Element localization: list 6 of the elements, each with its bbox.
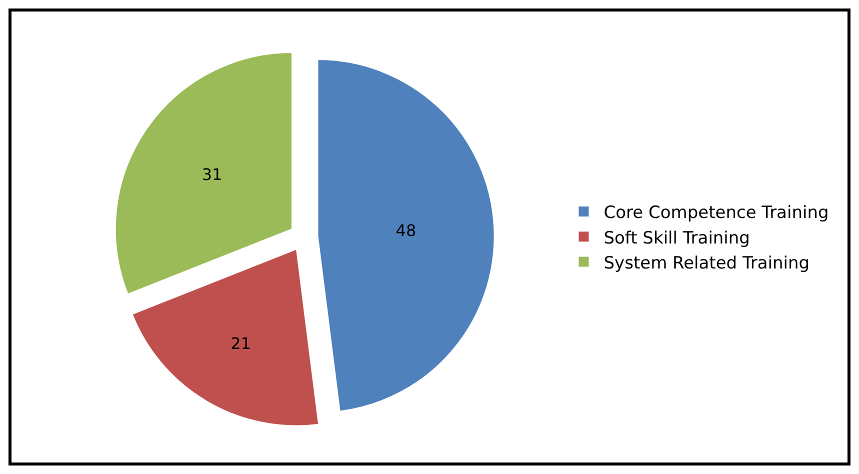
data-label: 48 [396, 221, 416, 240]
legend-label: Soft Skill Training [604, 228, 750, 248]
data-label: 21 [230, 334, 251, 353]
data-label: 31 [202, 165, 222, 184]
legend-label: System Related Training [604, 253, 810, 274]
legend-label: Core Competence Training [604, 203, 829, 224]
